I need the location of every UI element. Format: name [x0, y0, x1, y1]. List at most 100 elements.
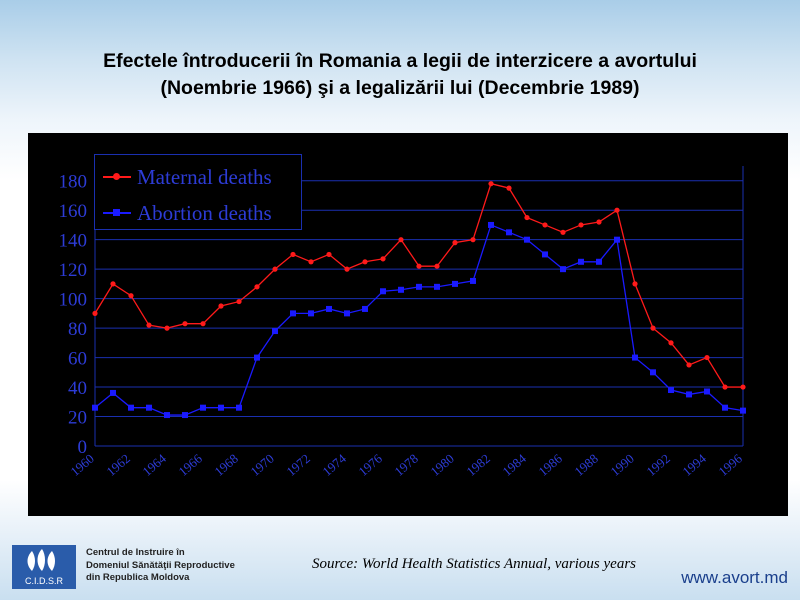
logo-icon: C.I.D.S.R — [12, 545, 76, 589]
data-point-abortion — [632, 354, 638, 361]
data-point-maternal — [362, 259, 368, 265]
data-point-abortion — [524, 236, 530, 243]
data-point-maternal — [668, 340, 674, 346]
legend-item-maternal: Maternal deaths — [99, 163, 299, 193]
website-link[interactable]: www.avort.md — [681, 568, 788, 587]
x-tick-label: 1968 — [211, 451, 241, 479]
data-point-maternal — [308, 259, 314, 265]
legend-abortion-label: Abortion deaths — [137, 201, 272, 225]
data-point-abortion — [650, 369, 656, 376]
data-point-abortion — [164, 412, 170, 419]
line-chart: 0 20 40 60 80 100 120 140 160 180 1960 1962 1964 1966… — [59, 166, 746, 479]
x-tick-label: 1980 — [427, 451, 457, 479]
data-point-maternal — [326, 251, 332, 258]
data-point-abortion — [722, 404, 728, 411]
x-tick-label: 1992 — [643, 451, 673, 479]
data-point-maternal — [380, 256, 386, 262]
legend-maternal-label: Maternal deaths — [137, 165, 272, 189]
data-point-abortion — [290, 310, 296, 317]
data-point-abortion — [560, 266, 566, 273]
data-point-abortion — [596, 258, 602, 265]
data-point-maternal — [578, 222, 584, 228]
data-point-abortion — [452, 280, 458, 287]
cidsr-logo: C.I.D.S.R — [12, 545, 76, 589]
legend-abortion-marker — [113, 209, 120, 216]
data-point-maternal — [236, 298, 242, 305]
org-name-line-3: din Republica Moldova — [86, 572, 190, 583]
data-point-abortion — [254, 354, 260, 361]
data-point-maternal — [164, 325, 170, 331]
data-point-maternal — [218, 303, 224, 309]
data-point-maternal — [650, 325, 656, 331]
y-tick-label: 40 — [68, 378, 87, 399]
x-tick-label: 1984 — [499, 450, 529, 479]
data-point-abortion — [488, 221, 494, 228]
slide-title: Efectele întroducerii în Romania a legii… — [20, 48, 780, 102]
title-line-1: Efectele întroducerii în Romania a legii… — [103, 50, 697, 72]
data-point-maternal — [416, 263, 422, 269]
x-tick-label: 1972 — [283, 451, 313, 479]
x-tick-label: 1974 — [319, 450, 349, 479]
data-point-abortion — [272, 328, 278, 335]
data-point-maternal — [488, 181, 494, 187]
data-point-maternal — [560, 229, 566, 235]
data-point-maternal — [632, 281, 638, 287]
x-tick-label: 1996 — [715, 450, 745, 479]
data-point-abortion — [218, 404, 224, 411]
data-point-maternal — [506, 185, 512, 191]
data-point-abortion — [704, 388, 710, 395]
data-point-abortion — [236, 404, 242, 411]
data-point-abortion — [740, 407, 746, 414]
data-point-abortion — [398, 286, 404, 293]
data-point-abortion — [380, 288, 386, 295]
y-tick-label: 160 — [59, 201, 88, 222]
data-point-abortion — [182, 412, 188, 419]
legend-maternal-marker — [113, 173, 120, 180]
data-point-maternal — [182, 321, 188, 327]
data-point-abortion — [128, 404, 134, 411]
x-tick-label: 1960 — [67, 451, 97, 479]
data-point-maternal — [452, 240, 458, 246]
data-point-maternal — [686, 362, 692, 368]
y-tick-label: 60 — [68, 349, 87, 370]
data-point-abortion — [416, 283, 422, 290]
title-line-2: (Noembrie 1966) şi a legalizării lui (De… — [160, 77, 640, 99]
x-tick-label: 1966 — [175, 450, 205, 479]
x-tick-label: 1988 — [571, 451, 601, 479]
data-point-maternal — [272, 266, 278, 272]
data-point-abortion — [614, 236, 620, 243]
y-tick-label: 20 — [68, 408, 87, 429]
y-tick-label: 180 — [59, 172, 88, 193]
x-tick-label: 1986 — [535, 450, 565, 479]
y-tick-label: 80 — [68, 319, 87, 340]
org-name-line-2: Domeniul Sănătăţii Reproductive — [86, 559, 235, 571]
x-tick-label: 1976 — [355, 450, 385, 479]
organization-name: Centrul de Instruire în Domeniul Sănătăţ… — [86, 547, 235, 585]
data-point-abortion — [578, 258, 584, 265]
data-point-abortion — [686, 391, 692, 398]
x-tick-label: 1962 — [103, 451, 133, 479]
data-point-abortion — [110, 389, 116, 396]
data-point-abortion — [542, 251, 548, 258]
data-point-maternal — [542, 222, 548, 228]
y-tick-label: 140 — [59, 231, 88, 252]
data-point-maternal — [92, 310, 98, 316]
logo-text: C.I.D.S.R — [25, 576, 64, 586]
data-point-maternal — [344, 266, 350, 272]
data-point-maternal — [722, 384, 728, 390]
x-tick-label: 1970 — [247, 451, 277, 479]
data-point-maternal — [290, 251, 296, 258]
data-point-abortion — [668, 387, 674, 393]
data-point-abortion — [326, 305, 332, 312]
data-point-maternal — [200, 321, 206, 327]
data-point-abortion — [362, 305, 368, 312]
data-point-maternal — [398, 237, 404, 243]
legend-item-abortion: Abortion deaths — [99, 199, 299, 229]
data-point-abortion — [308, 310, 314, 317]
data-point-maternal — [614, 207, 620, 213]
x-tick-label: 1990 — [607, 451, 637, 479]
data-point-maternal — [146, 322, 152, 328]
data-point-abortion — [506, 229, 512, 236]
data-point-abortion — [434, 283, 440, 290]
x-tick-label: 1994 — [679, 450, 709, 479]
